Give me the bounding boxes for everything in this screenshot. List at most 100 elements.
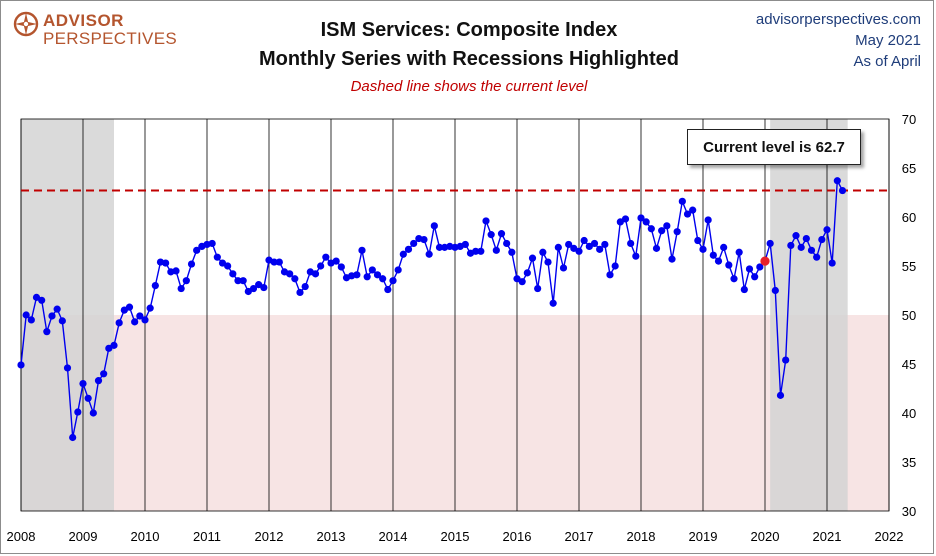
- compass-logo-icon: [13, 11, 39, 37]
- data-point: [146, 304, 154, 312]
- series-line: [20, 178, 844, 438]
- data-point: [782, 356, 790, 364]
- data-point: [301, 282, 309, 291]
- data-point: [435, 243, 444, 251]
- publish-date: May 2021: [855, 32, 921, 49]
- data-point: [311, 270, 320, 278]
- x-tick-label: 2017: [565, 529, 594, 544]
- x-tick-label: 2022: [875, 529, 904, 544]
- data-point: [100, 370, 108, 378]
- data-point: [776, 391, 785, 399]
- data-point: [38, 296, 46, 304]
- data-point: [823, 226, 831, 234]
- data-point: [714, 257, 723, 265]
- data-point: [720, 243, 728, 251]
- data-point: [766, 239, 774, 248]
- data-point: [689, 206, 697, 214]
- data-point: [74, 408, 82, 416]
- data-point: [379, 275, 387, 283]
- data-point: [162, 259, 170, 267]
- data-point: [420, 235, 428, 244]
- data-point: [234, 277, 242, 285]
- y-tick-label: 55: [902, 259, 916, 274]
- data-point: [131, 318, 139, 326]
- data-point: [611, 262, 619, 270]
- data-point: [596, 245, 604, 253]
- data-point: [404, 245, 413, 253]
- data-point: [787, 241, 795, 250]
- as-of-date: As of April: [853, 53, 921, 70]
- data-point: [652, 244, 661, 252]
- data-point: [792, 232, 800, 240]
- data-point: [399, 250, 407, 258]
- data-point: [94, 377, 103, 385]
- data-point: [751, 273, 759, 281]
- data-point: [704, 216, 712, 224]
- chart-subtitle: Monthly Series with Recessions Highlight…: [258, 48, 680, 70]
- data-point: [802, 234, 810, 243]
- data-point: [544, 258, 552, 266]
- data-point: [580, 236, 588, 245]
- data-point: [658, 227, 666, 235]
- data-point: [497, 230, 506, 238]
- data-point: [601, 240, 609, 249]
- data-point: [503, 239, 511, 248]
- x-tick-label: 2020: [751, 529, 780, 544]
- recession-band-2: [770, 119, 848, 511]
- data-point: [389, 277, 397, 285]
- data-point: [740, 285, 748, 294]
- data-point: [673, 228, 681, 236]
- data-point: [410, 239, 418, 248]
- data-point: [69, 433, 77, 442]
- data-point: [539, 248, 547, 256]
- plot-area-border: [20, 118, 890, 512]
- data-point: [79, 380, 87, 388]
- data-point: [642, 218, 650, 226]
- data-point: [286, 270, 294, 278]
- data-point: [528, 254, 537, 262]
- x-tick-label: 2018: [627, 529, 656, 544]
- data-point: [477, 247, 485, 255]
- logo-text-top: ADVISOR: [43, 11, 124, 30]
- data-point: [771, 286, 779, 295]
- chart-title: ISM Services: Composite Index: [320, 19, 618, 41]
- data-point: [699, 245, 707, 253]
- data-point: [363, 273, 371, 281]
- data-point: [193, 246, 201, 254]
- data-point: [575, 247, 583, 255]
- data-point: [187, 260, 196, 268]
- data-point: [291, 275, 299, 283]
- data-point: [606, 271, 614, 279]
- data-point: [224, 262, 232, 270]
- data-point: [482, 217, 490, 225]
- data-point: [141, 316, 149, 324]
- data-point: [833, 177, 841, 185]
- data-point: [213, 253, 221, 261]
- y-tick-label: 60: [902, 210, 916, 225]
- data-point: [394, 266, 402, 274]
- y-tick-label: 30: [902, 504, 916, 519]
- data-point: [337, 263, 345, 271]
- x-tick-label: 2009: [69, 529, 98, 544]
- data-point: [151, 282, 159, 290]
- data-point: [534, 284, 542, 293]
- data-point: [797, 243, 805, 251]
- data-point: [518, 278, 526, 286]
- x-tick-label: 2016: [503, 529, 532, 544]
- data-point: [373, 271, 382, 279]
- logo-text-bottom: PERSPECTIVES: [43, 29, 177, 48]
- data-point: [63, 364, 72, 372]
- data-point: [730, 275, 738, 283]
- x-tick-label: 2011: [193, 529, 221, 544]
- data-point: [177, 284, 185, 293]
- data-point: [637, 214, 645, 222]
- data-point: [632, 252, 640, 260]
- data-point: [353, 271, 361, 279]
- data-point: [828, 259, 836, 267]
- data-point: [647, 225, 655, 233]
- data-point: [43, 328, 51, 336]
- data-point: [668, 255, 676, 263]
- x-tick-label: 2010: [131, 529, 160, 544]
- data-point: [559, 264, 568, 272]
